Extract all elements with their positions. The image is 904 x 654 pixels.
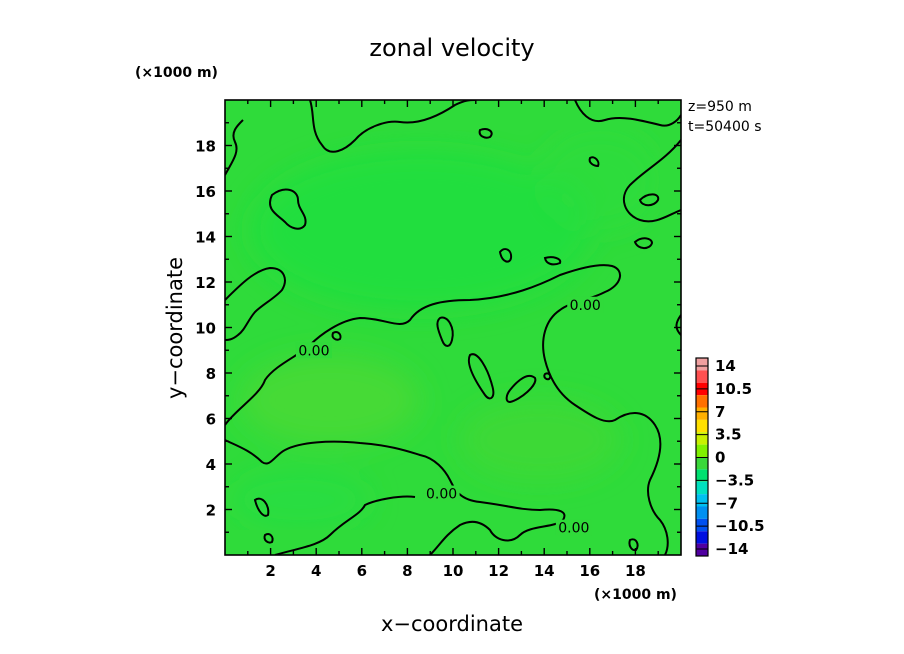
colorbar-label: 3.5: [715, 426, 742, 444]
y-tick-label: 2: [206, 502, 216, 520]
y-unit-label: (×1000 m): [135, 65, 218, 81]
contour-lines: [225, 100, 681, 555]
info-t-label: t=50400 s: [688, 119, 762, 135]
colorbar-label: 0: [715, 449, 725, 467]
colorbar-label: 7: [715, 403, 725, 421]
y-tick-label: 8: [206, 365, 216, 383]
axis-ticks: 2 4 6 8 10 12 14 16 18 2 4 6 8 10 12 14 16 18: [195, 100, 681, 580]
x-unit-label: (×1000 m): [594, 587, 677, 603]
colorbar-segment: [696, 506, 708, 519]
contour-island-9: [478, 128, 493, 139]
y-tick-label: 10: [195, 320, 216, 338]
colorbar-segment: [696, 543, 708, 556]
y-tick-label: 14: [195, 229, 216, 247]
colorbar-segment: [696, 407, 708, 420]
contour-label-bg: [567, 296, 604, 313]
contour-label: 0.00: [298, 343, 329, 359]
colorbar-label: −7: [715, 494, 738, 512]
y-axis-label: y−coordinate: [163, 257, 187, 399]
contour-label: 0.00: [570, 298, 601, 314]
contour-island-14: [331, 331, 342, 341]
x-tick-label: 2: [265, 562, 275, 580]
contour-island-4: [638, 193, 660, 207]
colorbar-label: 14: [715, 357, 736, 375]
contour-top-zero: [309, 100, 476, 153]
x-tick-label: 12: [488, 562, 509, 580]
colorbar-segment: [696, 395, 708, 408]
contour-island-15: [543, 372, 552, 381]
contour-island-8: [588, 156, 600, 168]
x-tick-label: 4: [311, 562, 321, 580]
x-tick-label: 6: [357, 562, 367, 580]
contour-lower-zero: [225, 439, 566, 555]
colorbar-segment: [696, 481, 708, 495]
colorbar-segment: [696, 419, 708, 433]
chart-title: zonal velocity: [369, 34, 534, 62]
info-z-label: z=950 m: [688, 99, 752, 115]
colorbar-segment: [696, 370, 708, 383]
contour-right-arc-zero: [622, 139, 681, 223]
colorbar-label: 10.5: [715, 380, 752, 398]
colorbar-segment: [696, 531, 708, 544]
contour-label: 0.00: [426, 487, 457, 503]
colorbar-segment: [696, 469, 708, 482]
y-tick-label: 16: [195, 183, 216, 201]
y-tick-label: 18: [195, 138, 216, 156]
contour-island-7: [436, 316, 454, 347]
colorbar-segment: [696, 457, 708, 470]
colorbar-label: −14: [715, 540, 748, 558]
contour-island-1: [269, 188, 307, 230]
contour-island-11: [253, 497, 270, 517]
colorbar-segment: [696, 358, 708, 371]
contour-island-10: [543, 256, 562, 266]
contour-label-bg: [423, 485, 460, 502]
x-tick-label: 18: [625, 562, 646, 580]
heatmap-field: [225, 100, 681, 555]
contour-left-top-zero: [225, 119, 244, 176]
x-tick-label: 10: [443, 562, 464, 580]
colorbar: 14 10.5 7 3.5 0 −3.5 −7 −10.5 −14: [695, 357, 765, 558]
y-tick-label: 12: [195, 274, 216, 292]
contour-upper-right-zero: [574, 100, 681, 127]
colorbar-segment: [696, 444, 708, 457]
x-tick-label: 16: [579, 562, 600, 580]
contour-bottom-zero: [274, 495, 416, 555]
contour-label-bg: [295, 342, 332, 359]
x-tick-label: 8: [402, 562, 412, 580]
contour-labels: 0.00 0.00 0.00 0.00: [295, 296, 604, 537]
contour-main-zero: [225, 264, 669, 555]
contour-right-edge-zero: [675, 314, 681, 336]
contour-island-2: [467, 353, 495, 400]
colorbar-segment: [696, 518, 708, 532]
contour-upper-left-zero: [225, 266, 286, 341]
colorbar-label: −10.5: [715, 517, 765, 535]
contour-island-6: [505, 374, 537, 404]
x-tick-label: 14: [534, 562, 555, 580]
contour-label-bg: [555, 519, 592, 536]
x-axis-label: x−coordinate: [381, 612, 523, 636]
y-tick-label: 6: [206, 411, 216, 429]
y-tick-label: 4: [206, 456, 216, 474]
colorbar-segment: [696, 432, 708, 445]
contour-island-3: [498, 248, 513, 263]
colorbar-segment: [696, 494, 708, 507]
contour-label: 0.00: [558, 521, 589, 537]
contour-island-5: [633, 237, 654, 250]
contour-island-12: [263, 533, 274, 544]
colorbar-label: −3.5: [715, 471, 754, 489]
info-block: z=950 m t=50400 s: [688, 99, 762, 135]
